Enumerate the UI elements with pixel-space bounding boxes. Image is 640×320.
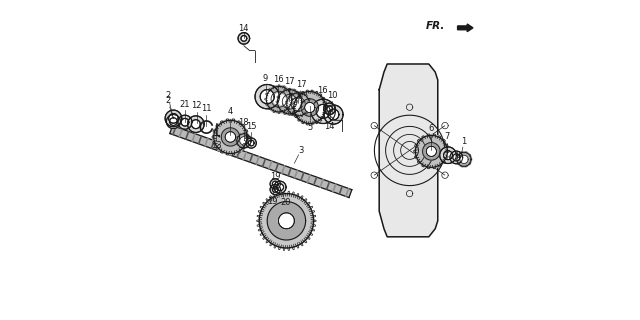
Text: 10: 10 <box>327 91 337 100</box>
Polygon shape <box>265 85 293 113</box>
Polygon shape <box>225 131 236 143</box>
Text: 9: 9 <box>263 74 268 83</box>
Polygon shape <box>221 128 239 146</box>
Polygon shape <box>284 97 295 107</box>
Polygon shape <box>311 99 335 124</box>
Polygon shape <box>461 156 467 162</box>
Text: 1: 1 <box>461 137 467 146</box>
Text: 2: 2 <box>165 91 170 100</box>
Text: 13: 13 <box>211 141 221 150</box>
Polygon shape <box>170 118 177 125</box>
Text: 14: 14 <box>239 24 249 33</box>
Polygon shape <box>270 184 280 195</box>
Polygon shape <box>276 89 303 115</box>
Polygon shape <box>236 133 252 148</box>
Polygon shape <box>278 213 294 229</box>
Polygon shape <box>456 152 472 167</box>
Text: 16: 16 <box>317 86 328 95</box>
Polygon shape <box>268 202 306 240</box>
Polygon shape <box>241 36 247 41</box>
Polygon shape <box>328 109 339 120</box>
Polygon shape <box>278 213 294 229</box>
Polygon shape <box>178 115 192 129</box>
Polygon shape <box>324 105 343 124</box>
Polygon shape <box>324 103 335 115</box>
Polygon shape <box>270 179 280 189</box>
Text: 2: 2 <box>165 96 170 105</box>
Polygon shape <box>286 92 310 117</box>
Polygon shape <box>453 154 460 161</box>
Text: 21: 21 <box>180 100 190 108</box>
Polygon shape <box>248 140 254 146</box>
Polygon shape <box>246 138 256 148</box>
Polygon shape <box>422 143 440 160</box>
Text: 19: 19 <box>270 172 280 180</box>
Polygon shape <box>274 181 286 193</box>
Polygon shape <box>444 151 452 160</box>
Text: 12: 12 <box>191 101 202 110</box>
Polygon shape <box>426 146 437 157</box>
Polygon shape <box>181 118 189 126</box>
Polygon shape <box>273 187 278 192</box>
Text: 17: 17 <box>284 77 294 86</box>
Polygon shape <box>255 84 280 109</box>
Polygon shape <box>327 106 333 112</box>
Polygon shape <box>273 181 278 187</box>
Text: 19: 19 <box>267 197 277 206</box>
Polygon shape <box>188 116 204 132</box>
Polygon shape <box>241 138 247 144</box>
Polygon shape <box>426 146 436 156</box>
Polygon shape <box>276 184 284 191</box>
Text: 14: 14 <box>324 122 335 131</box>
Polygon shape <box>259 194 314 248</box>
Text: 18: 18 <box>239 118 249 127</box>
Polygon shape <box>450 151 463 164</box>
Polygon shape <box>316 104 330 118</box>
Polygon shape <box>225 132 236 142</box>
Polygon shape <box>293 100 303 109</box>
Polygon shape <box>293 91 326 124</box>
Polygon shape <box>440 147 456 164</box>
Polygon shape <box>165 110 182 127</box>
Polygon shape <box>415 135 448 168</box>
Text: 20: 20 <box>280 198 291 207</box>
Text: 5: 5 <box>307 123 312 132</box>
Polygon shape <box>301 99 319 116</box>
Text: 15: 15 <box>246 122 257 131</box>
Polygon shape <box>273 94 285 105</box>
Polygon shape <box>191 120 200 129</box>
Text: 11: 11 <box>201 104 212 113</box>
Text: 7: 7 <box>445 132 450 141</box>
Polygon shape <box>169 114 178 123</box>
Text: 3: 3 <box>298 146 303 155</box>
Text: FR.: FR. <box>426 20 445 31</box>
Polygon shape <box>166 115 180 129</box>
Polygon shape <box>170 126 352 197</box>
Polygon shape <box>213 119 248 155</box>
Text: 6: 6 <box>429 124 434 133</box>
Text: 8: 8 <box>455 151 460 160</box>
Polygon shape <box>305 102 315 113</box>
Polygon shape <box>260 90 275 104</box>
Text: 4: 4 <box>228 107 233 116</box>
Polygon shape <box>238 33 250 44</box>
Polygon shape <box>380 64 438 237</box>
Text: 16: 16 <box>273 75 284 84</box>
Text: 17: 17 <box>296 80 307 89</box>
Polygon shape <box>458 24 473 32</box>
Polygon shape <box>304 102 316 113</box>
